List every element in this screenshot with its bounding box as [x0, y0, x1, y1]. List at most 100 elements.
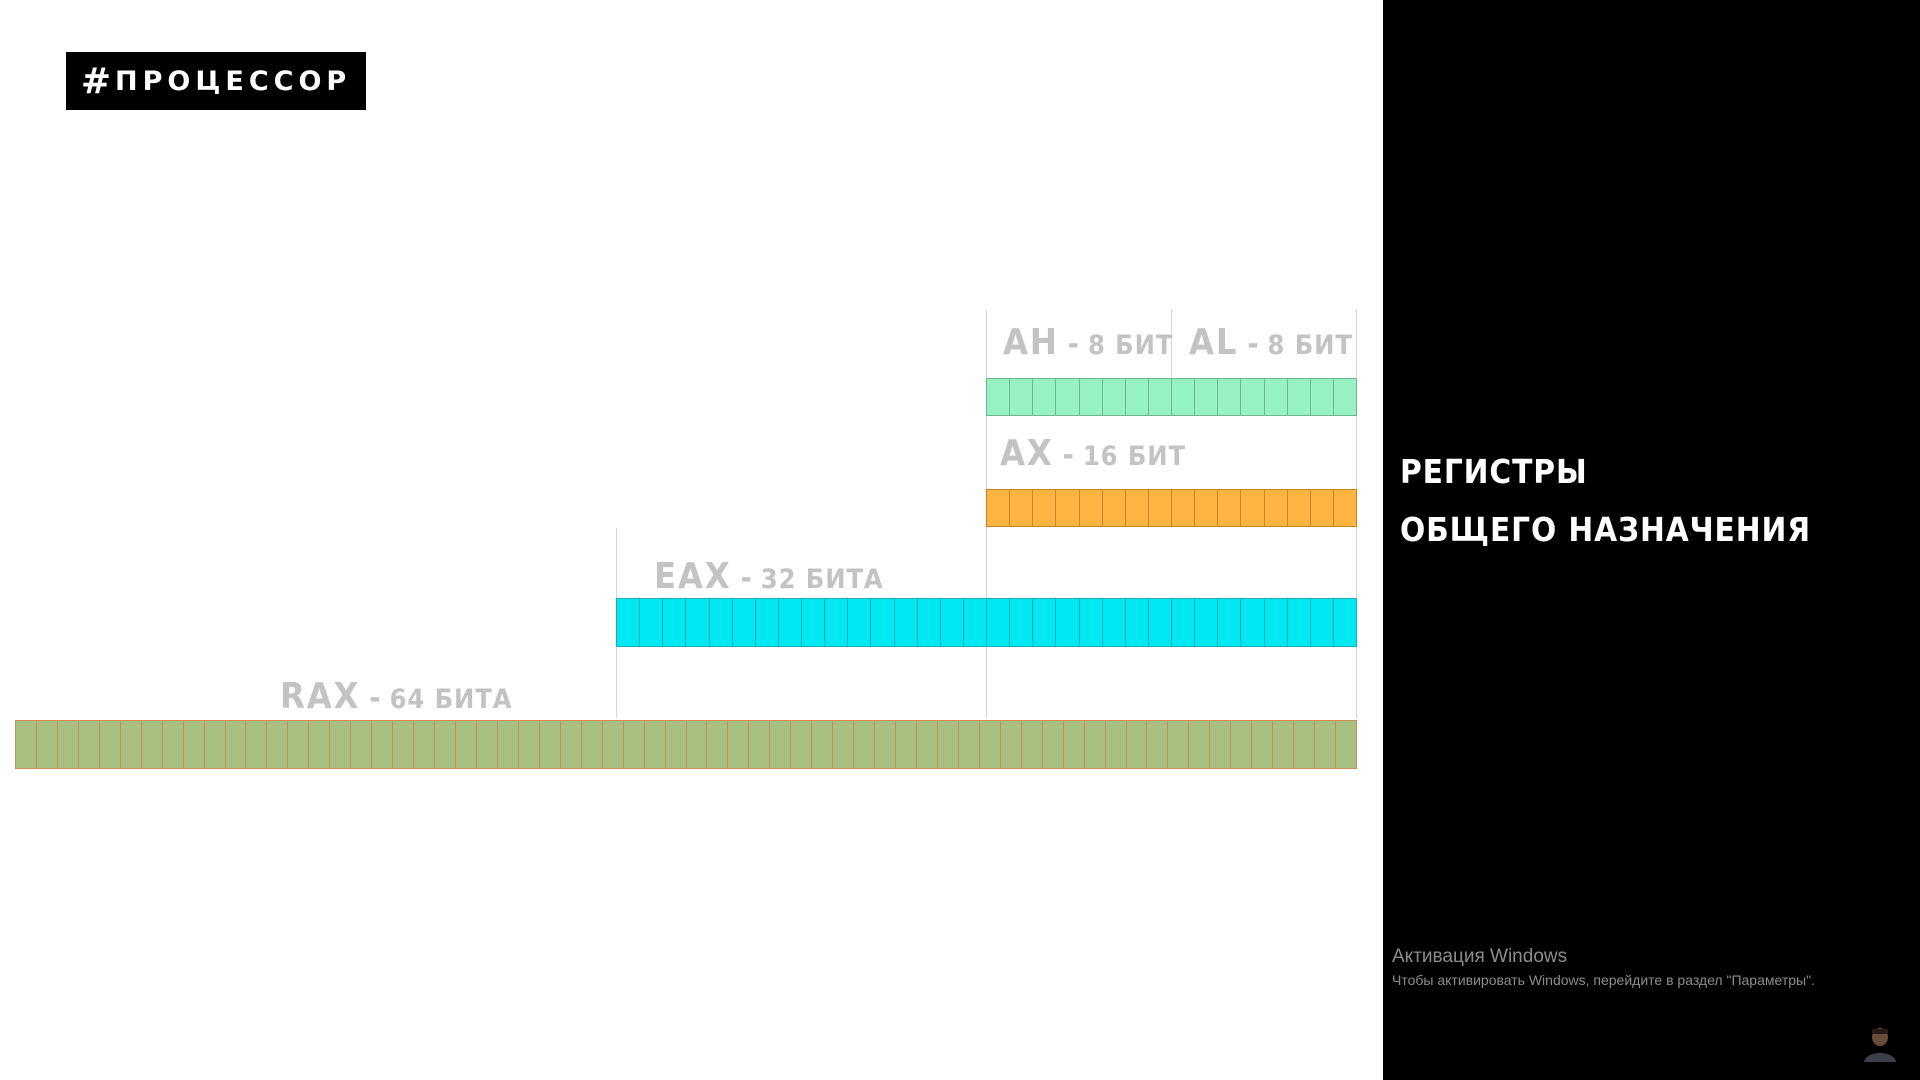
rax-bit-cell	[603, 721, 624, 768]
ax-bit-cell	[1334, 490, 1356, 526]
ax-bit-cell	[1218, 490, 1242, 526]
rax-bit-cell	[267, 721, 289, 768]
eax-bit-cell	[941, 599, 964, 646]
eax-bit-cell	[1265, 599, 1288, 646]
eax-bit-cell	[1241, 599, 1265, 646]
label-ax-name: AX	[1000, 433, 1054, 474]
rax-bit-cell	[770, 721, 792, 768]
hashtag-symbol: #	[80, 60, 111, 102]
rax-bit-cell	[959, 721, 980, 768]
eax-bit-cell	[848, 599, 872, 646]
rax-bit-cell	[812, 721, 834, 768]
eax-bit-cell	[1033, 599, 1057, 646]
panel-title-line2: ОБЩЕГО НАЗНАЧЕНИЯ	[1400, 510, 1812, 549]
rax-bit-cell	[791, 721, 813, 768]
rax-bit-cell	[896, 721, 917, 768]
rax-bit-cell	[58, 721, 79, 768]
label-ax-bits: 16 БИТ	[1082, 441, 1186, 472]
activation-watermark-title: Активация Windows	[1392, 946, 1568, 967]
eax-bit-cell	[710, 599, 733, 646]
rax-bit-cell	[875, 721, 897, 768]
register-bar-ax	[986, 489, 1357, 527]
ax-bit-cell	[1241, 490, 1265, 526]
register-bar-rax	[15, 720, 1357, 769]
label-al-name: AL	[1189, 322, 1239, 363]
rax-bit-cell	[393, 721, 415, 768]
ah-al-bit-cell	[1126, 379, 1149, 415]
ax-bit-cell	[1265, 490, 1288, 526]
rax-bit-cell	[728, 721, 750, 768]
eax-bit-cell	[779, 599, 802, 646]
rax-bit-cell	[477, 721, 498, 768]
rax-bit-cell	[163, 721, 184, 768]
rax-bit-cell	[1273, 721, 1295, 768]
ax-bit-cell	[1010, 490, 1034, 526]
hashtag-text: ПРОЦЕССОР	[114, 65, 352, 97]
ah-al-bit-cell	[1149, 379, 1172, 415]
eax-bit-cell	[617, 599, 641, 646]
eax-bit-cell	[871, 599, 895, 646]
rax-bit-cell	[938, 721, 959, 768]
ah-al-bit-cell	[987, 379, 1011, 415]
eax-bit-cell	[756, 599, 779, 646]
label-rax-bits: 64 БИТА	[389, 684, 513, 715]
ax-bit-cell	[1311, 490, 1334, 526]
ax-bit-cell	[1149, 490, 1172, 526]
eax-bit-cell	[640, 599, 664, 646]
rax-bit-cell	[1085, 721, 1106, 768]
rax-bit-cell	[519, 721, 540, 768]
ah-al-bit-cell	[1010, 379, 1034, 415]
rax-bit-cell	[1043, 721, 1064, 768]
rax-bit-cell	[309, 721, 331, 768]
rax-bit-cell	[1147, 721, 1169, 768]
rax-bit-cell	[498, 721, 519, 768]
rax-bit-cell	[980, 721, 1001, 768]
ah-al-bit-cell	[1172, 379, 1196, 415]
eax-bit-cell	[895, 599, 918, 646]
rax-bit-cell	[226, 721, 247, 768]
divider-ah-al	[1171, 310, 1172, 378]
label-eax: EAX -32 БИТА	[654, 556, 884, 597]
eax-bit-cell	[918, 599, 941, 646]
eax-bit-cell	[1103, 599, 1126, 646]
rax-bit-cell	[1106, 721, 1127, 768]
rax-bit-cell	[1064, 721, 1085, 768]
eax-bit-cell	[663, 599, 687, 646]
rax-bit-cell	[372, 721, 394, 768]
label-rax-name: RAX	[280, 676, 361, 717]
eax-bit-cell	[1218, 599, 1242, 646]
eax-bit-cell	[1149, 599, 1172, 646]
ah-al-bit-cell	[1080, 379, 1103, 415]
panel-title-line1: РЕГИСТРЫ	[1400, 452, 1588, 491]
rax-bit-cell	[833, 721, 855, 768]
eax-bit-cell	[1334, 599, 1356, 646]
ax-bit-cell	[1172, 490, 1196, 526]
label-ax: AX -16 БИТ	[1000, 433, 1186, 474]
ax-bit-cell	[1126, 490, 1149, 526]
rax-bit-cell	[854, 721, 876, 768]
rax-bit-cell	[687, 721, 708, 768]
rax-bit-cell	[1336, 721, 1356, 768]
ah-al-bit-cell	[1103, 379, 1126, 415]
rax-bit-cell	[1022, 721, 1043, 768]
eax-bit-cell	[1311, 599, 1334, 646]
ah-al-bit-cell	[1033, 379, 1057, 415]
ah-al-bit-cell	[1218, 379, 1242, 415]
eax-bit-cell	[733, 599, 756, 646]
eax-bit-cell	[1172, 599, 1196, 646]
rax-bit-cell	[1001, 721, 1022, 768]
rax-bit-cell	[1210, 721, 1232, 768]
rax-bit-cell	[100, 721, 121, 768]
rax-bit-cell	[435, 721, 457, 768]
rax-bit-cell	[184, 721, 205, 768]
eax-bit-cell	[964, 599, 987, 646]
eax-bit-cell	[1056, 599, 1080, 646]
eax-bit-cell	[1080, 599, 1103, 646]
rax-bit-cell	[1252, 721, 1274, 768]
ah-al-bit-cell	[1288, 379, 1311, 415]
label-rax: RAX -64 БИТА	[280, 676, 513, 717]
label-ah-bits: 8 БИТ	[1088, 330, 1174, 361]
rax-bit-cell	[142, 721, 163, 768]
eax-bit-cell	[802, 599, 826, 646]
title-panel	[1383, 0, 1920, 1080]
